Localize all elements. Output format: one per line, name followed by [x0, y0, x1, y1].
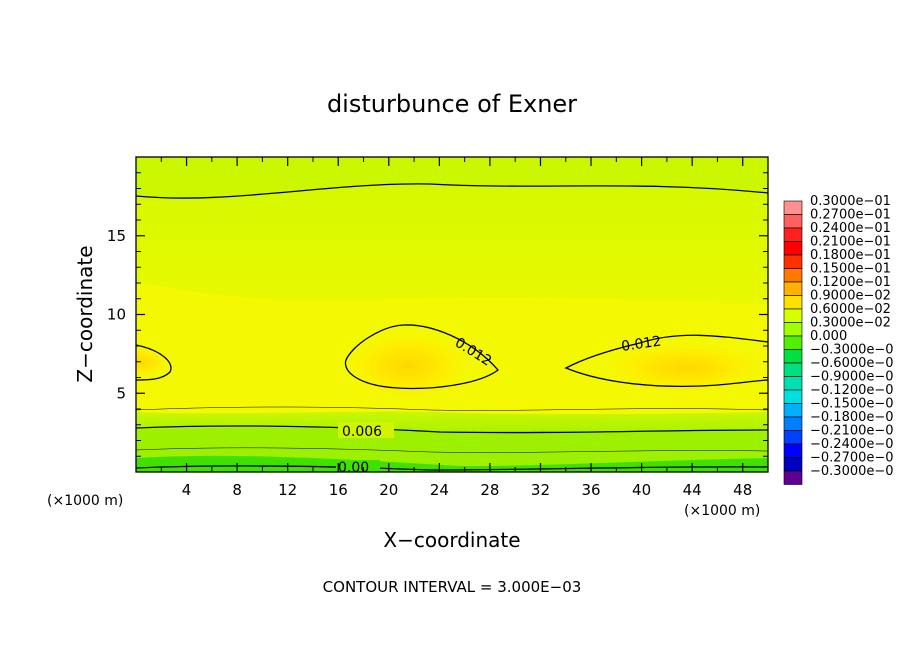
field-max-left	[136, 346, 170, 378]
x-tick-label: 4	[182, 481, 192, 499]
colorbar-swatch	[783, 295, 803, 310]
x-tick-label: 36	[581, 481, 600, 499]
y-axis-label: Z−coordinate	[73, 245, 97, 382]
colorbar-label: −0.9000e−0	[810, 370, 894, 385]
colorbar-swatch	[783, 470, 803, 485]
x-unit-label: (×1000 m)	[684, 503, 760, 519]
colorbar-swatch	[783, 416, 803, 431]
colorbar-swatch	[783, 200, 803, 215]
x-tick-label: 28	[480, 481, 499, 499]
colorbar-label: 0.1800e−01	[810, 248, 891, 263]
contour-line-012-right	[564, 334, 768, 387]
contour-label-012-right: 0.012	[620, 334, 662, 355]
colorbar-label: 0.6000e−02	[810, 302, 891, 317]
x-tick-label: 24	[430, 481, 449, 499]
contour-label-000: 0.00	[338, 460, 369, 476]
contour-line-thin-1	[136, 406, 768, 411]
chart-title: disturbunce of Exner	[327, 90, 577, 118]
contour-line-006	[136, 425, 768, 434]
colorbar-swatch	[783, 308, 803, 323]
contour-line-000	[136, 465, 768, 471]
colorbar-swatch	[783, 376, 803, 391]
colorbar-label: −0.2700e−0	[810, 451, 894, 466]
colorbar-swatch	[783, 254, 803, 269]
contour-line-top	[136, 183, 768, 199]
colorbar-swatch	[783, 362, 803, 377]
colorbar: 0.3000e−010.2700e−010.2400e−010.2100e−01…	[783, 194, 894, 485]
x-tick-label: 32	[531, 481, 550, 499]
contour-label-000-gap	[336, 460, 380, 472]
colorbar-swatch	[783, 268, 803, 283]
y-tick-label: 15	[107, 227, 126, 245]
x-tick-label: 48	[733, 481, 752, 499]
colorbar-swatch	[783, 349, 803, 364]
colorbar-label: −0.1800e−0	[810, 410, 894, 425]
colorbar-swatch	[783, 281, 803, 296]
colorbar-label: 0.3000e−02	[810, 316, 891, 331]
contour-line-012-center	[344, 324, 499, 390]
colorbar-swatch	[783, 322, 803, 337]
colorbar-label: 0.2700e−01	[810, 208, 891, 223]
contour-interval: CONTOUR INTERVAL = 3.000E−03	[323, 578, 582, 596]
colorbar-swatch	[783, 241, 803, 256]
contour-line-thin-2	[136, 447, 768, 453]
x-tick-label: 44	[683, 481, 702, 499]
colorbar-label: −0.3000e−0	[810, 464, 894, 479]
colorbar-swatch	[783, 335, 803, 350]
colorbar-label: 0.9000e−02	[810, 289, 891, 304]
y-ticks: 5 10 15	[107, 172, 768, 457]
x-axis-label: X−coordinate	[383, 528, 520, 552]
colorbar-label: 0.2400e−01	[810, 221, 891, 236]
y-unit-label: (×1000 m)	[47, 493, 123, 509]
contour-label-006: 0.006	[342, 424, 382, 440]
colorbar-swatch	[783, 227, 803, 242]
colorbar-swatch	[783, 214, 803, 229]
x-tick-label: 20	[379, 481, 398, 499]
contour-label-006-gap	[338, 422, 394, 438]
field-band-upper	[136, 157, 768, 198]
field-max-center	[346, 332, 470, 400]
colorbar-swatch	[783, 430, 803, 445]
colorbar-label: 0.1500e−01	[810, 262, 891, 277]
colorbar-label: 0.000	[810, 329, 847, 344]
colorbar-swatch	[783, 443, 803, 458]
colorbar-label: 0.1200e−01	[810, 275, 891, 290]
colorbar-label: 0.3000e−01	[810, 194, 891, 209]
colorbar-label: −0.3000e−0	[810, 343, 894, 358]
plot-area	[136, 157, 768, 472]
colorbar-label: −0.2400e−0	[810, 437, 894, 452]
colorbar-label: −0.1500e−0	[810, 397, 894, 412]
colorbar-label: −0.6000e−0	[810, 356, 894, 371]
x-tick-label: 40	[632, 481, 651, 499]
colorbar-label: −0.1200e−0	[810, 383, 894, 398]
colorbar-label: −0.2100e−0	[810, 424, 894, 439]
x-tick-label: 16	[329, 481, 348, 499]
x-tick-label: 12	[278, 481, 297, 499]
contour-line-012-left	[136, 344, 172, 381]
field-max-right	[606, 342, 766, 394]
colorbar-swatch	[783, 389, 803, 404]
x-ticks: 4 8 12 16 20 24 28 32 36 40 44 48	[160, 157, 752, 499]
colorbar-swatch	[783, 403, 803, 418]
colorbar-swatch	[783, 457, 803, 472]
y-tick-label: 10	[107, 306, 126, 324]
x-tick-label: 8	[232, 481, 242, 499]
y-tick-label: 5	[116, 384, 126, 402]
colorbar-label: 0.2100e−01	[810, 235, 891, 250]
